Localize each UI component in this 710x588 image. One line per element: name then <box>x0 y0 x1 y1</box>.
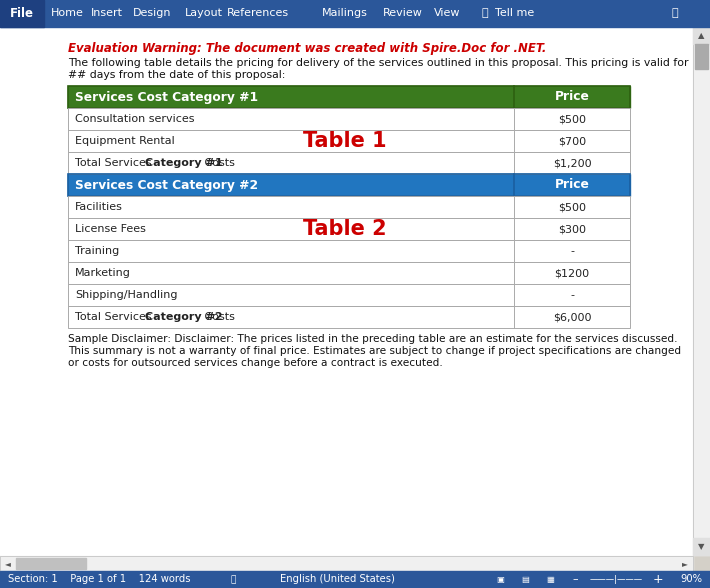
Bar <box>693 27 710 555</box>
Text: 90%: 90% <box>680 574 702 584</box>
Bar <box>16 558 86 569</box>
Text: $500: $500 <box>558 202 586 212</box>
Text: Evaluation Warning: The document was created with Spire.Doc for .NET.: Evaluation Warning: The document was cre… <box>68 42 547 55</box>
Text: Facilities: Facilities <box>75 202 123 212</box>
Bar <box>68 306 630 328</box>
Text: Mailings: Mailings <box>322 8 368 18</box>
Text: $500: $500 <box>558 114 586 124</box>
Text: ►: ► <box>682 559 688 568</box>
Bar <box>68 152 630 174</box>
Text: ▤: ▤ <box>521 575 529 584</box>
Text: This summary is not a warranty of final price. Estimates are subject to change i: This summary is not a warranty of final … <box>68 346 681 356</box>
Bar <box>68 240 630 262</box>
Text: License Fees: License Fees <box>75 224 146 234</box>
Bar <box>68 284 630 306</box>
Text: Sample Disclaimer: Disclaimer: The prices listed in the preceding table are an e: Sample Disclaimer: Disclaimer: The price… <box>68 334 677 344</box>
Bar <box>68 130 630 152</box>
Bar <box>68 174 630 196</box>
Text: $300: $300 <box>558 224 586 234</box>
Text: ▲: ▲ <box>698 31 705 40</box>
Text: $6,000: $6,000 <box>553 312 591 322</box>
Text: $1,200: $1,200 <box>552 158 591 168</box>
Text: Insert: Insert <box>91 8 123 18</box>
Text: Shipping/Handling: Shipping/Handling <box>75 290 178 300</box>
Bar <box>693 538 710 555</box>
Text: Total Services: Total Services <box>75 158 155 168</box>
Bar <box>693 27 710 44</box>
Text: ## days from the date of this proposal:: ## days from the date of this proposal: <box>68 70 285 80</box>
Bar <box>68 130 630 152</box>
Bar <box>0 571 710 588</box>
Bar <box>0 0 44 27</box>
Bar <box>68 196 630 218</box>
Bar <box>68 152 630 174</box>
Text: Price: Price <box>555 91 589 103</box>
Bar <box>68 262 630 284</box>
Text: 🔧: 🔧 <box>230 575 236 584</box>
Text: $700: $700 <box>558 136 586 146</box>
Bar <box>68 240 630 262</box>
Bar <box>68 218 630 240</box>
Bar <box>0 0 710 27</box>
Text: Costs: Costs <box>201 158 235 168</box>
Text: Section: 1    Page 1 of 1    124 words: Section: 1 Page 1 of 1 124 words <box>8 574 190 584</box>
Text: Costs: Costs <box>201 312 235 322</box>
Bar <box>693 27 710 555</box>
Bar <box>68 86 630 108</box>
Text: Marketing: Marketing <box>75 268 131 278</box>
Text: 💡: 💡 <box>481 8 488 18</box>
Text: Consultation services: Consultation services <box>75 114 195 124</box>
Bar <box>0 556 693 571</box>
Text: ▦: ▦ <box>546 575 554 584</box>
Text: Home: Home <box>50 8 84 18</box>
Text: $1200: $1200 <box>555 268 589 278</box>
Text: Category #1: Category #1 <box>145 158 222 168</box>
Bar <box>68 196 630 218</box>
Bar <box>68 262 630 284</box>
Bar <box>68 284 630 306</box>
Text: Training: Training <box>75 246 119 256</box>
Text: Services Cost Category #2: Services Cost Category #2 <box>75 179 258 192</box>
Bar <box>68 108 630 130</box>
Text: View: View <box>434 8 460 18</box>
Text: Equipment Rental: Equipment Rental <box>75 136 175 146</box>
Text: File: File <box>10 7 34 20</box>
Bar <box>695 44 708 69</box>
Text: or costs for outsourced services change before a contract is executed.: or costs for outsourced services change … <box>68 358 443 368</box>
Text: -: - <box>570 246 574 256</box>
Bar <box>68 174 630 196</box>
Text: +: + <box>652 573 663 586</box>
Text: References: References <box>227 8 289 18</box>
Text: The following table details the pricing for delivery of the services outlined in: The following table details the pricing … <box>68 58 689 68</box>
Text: Total Services: Total Services <box>75 312 155 322</box>
Text: –: – <box>572 574 578 584</box>
Text: Table 1: Table 1 <box>302 131 386 151</box>
Text: -: - <box>570 290 574 300</box>
Bar <box>0 27 693 555</box>
Text: Category #2: Category #2 <box>145 312 222 322</box>
Text: ▣: ▣ <box>496 575 504 584</box>
Bar <box>68 218 630 240</box>
Bar <box>68 306 630 328</box>
Text: 💬: 💬 <box>672 8 678 18</box>
Bar <box>0 556 693 571</box>
Text: ◄: ◄ <box>5 559 11 568</box>
Text: Services Cost Category #1: Services Cost Category #1 <box>75 91 258 103</box>
Bar <box>68 86 630 108</box>
Bar <box>68 108 630 130</box>
Text: ▼: ▼ <box>698 542 705 551</box>
Text: Review: Review <box>383 8 423 18</box>
Text: Layout: Layout <box>185 8 223 18</box>
Text: Tell me: Tell me <box>496 8 535 18</box>
Text: Table 2: Table 2 <box>302 219 386 239</box>
Text: English (United States): English (United States) <box>280 574 395 584</box>
Text: Price: Price <box>555 179 589 192</box>
Text: Design: Design <box>133 8 171 18</box>
Text: ———|———: ———|——— <box>589 575 643 584</box>
